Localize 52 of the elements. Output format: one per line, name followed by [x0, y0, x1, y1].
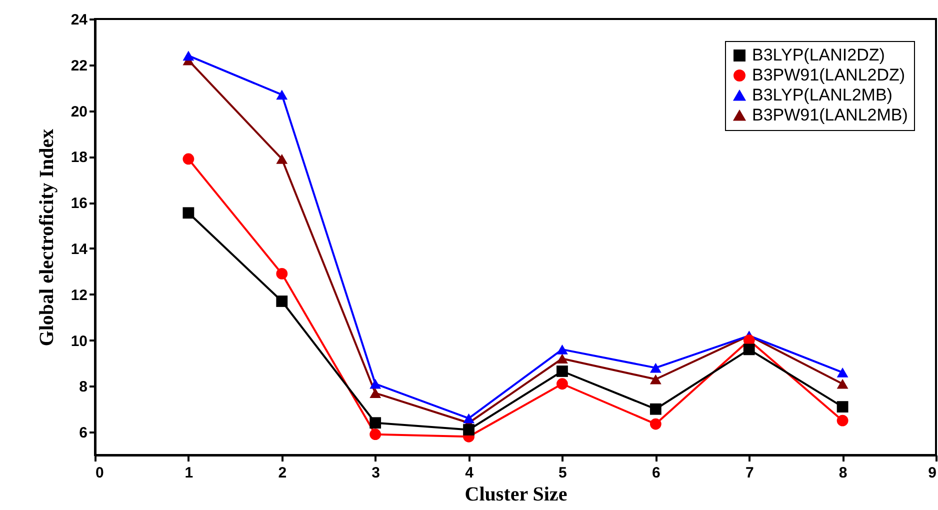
- point: [276, 90, 288, 100]
- y-axis-title: Global electroficity Index: [36, 128, 58, 346]
- point: [276, 296, 288, 307]
- y-tick-label: 16: [70, 195, 88, 212]
- point: [463, 413, 474, 424]
- point: [836, 378, 848, 389]
- point: [743, 344, 755, 356]
- point: [276, 268, 288, 280]
- y-tick-label: 20: [70, 103, 88, 120]
- legend-label: B3PW91(LANL2MB): [752, 106, 908, 124]
- point: [836, 367, 848, 378]
- legend-label: B3PW91(LANL2DZ): [752, 66, 906, 84]
- point: [650, 374, 662, 384]
- point: [650, 362, 662, 373]
- y-tick-label: 14: [70, 240, 88, 258]
- y-tick-label: 18: [70, 149, 88, 166]
- x-tick-label: 6: [652, 464, 660, 482]
- x-tick-label: 2: [278, 464, 287, 482]
- point: [556, 366, 568, 377]
- point: [650, 403, 662, 415]
- point: [463, 424, 474, 436]
- y-tick-label: 10: [70, 332, 88, 350]
- x-tick-label: 9: [928, 464, 936, 482]
- point: [370, 378, 382, 389]
- y-tick-label: 6: [79, 424, 88, 442]
- point: [650, 418, 662, 430]
- point: [276, 154, 288, 164]
- x-tick-label: 0: [96, 464, 104, 482]
- x-tick-label: 1: [184, 464, 194, 482]
- x-tick-label: 5: [558, 464, 567, 482]
- point: [370, 428, 382, 440]
- point: [836, 414, 848, 426]
- point: [370, 388, 382, 398]
- point: [182, 50, 194, 61]
- point: [182, 153, 194, 165]
- legend-label: B3LYP(LANI2DZ): [752, 46, 885, 64]
- x-tick-label: 7: [745, 464, 754, 482]
- y-tick-label: 8: [79, 378, 88, 396]
- x-tick-label: 3: [372, 464, 380, 482]
- y-tick-label: 24: [70, 12, 88, 28]
- y-tick-label: 12: [70, 286, 88, 304]
- point: [370, 417, 382, 429]
- x-tick-label: 4: [465, 464, 474, 482]
- x-axis-title: Cluster Size: [464, 484, 568, 506]
- point: [556, 344, 568, 354]
- point: [182, 207, 194, 219]
- point: [836, 401, 848, 413]
- point: [556, 378, 568, 390]
- x-tick-label: 8: [838, 464, 848, 482]
- point: [556, 354, 568, 364]
- legend-label: B3LYP(LANL2MB): [752, 86, 892, 104]
- y-tick-label: 22: [70, 57, 88, 74]
